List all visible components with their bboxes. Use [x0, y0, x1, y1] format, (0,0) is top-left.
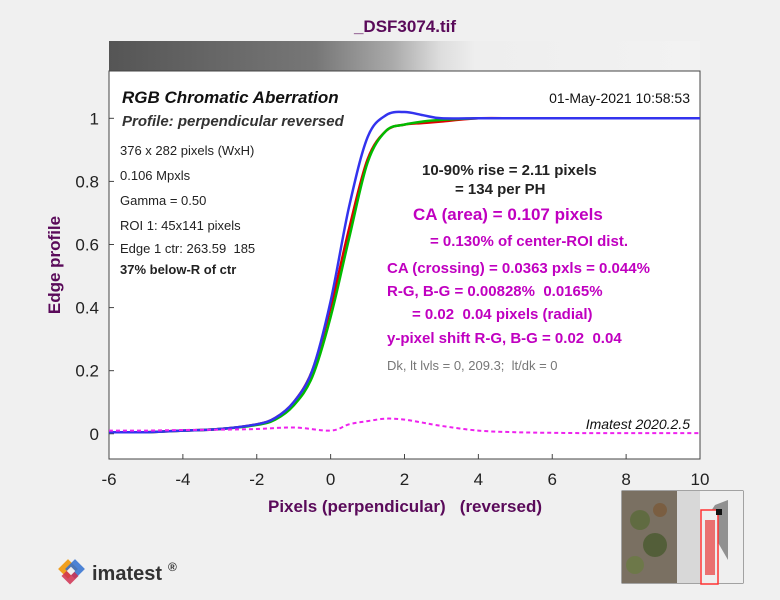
roi-thumbnail	[621, 490, 744, 585]
x-tick-label: 6	[548, 470, 557, 489]
x-tick-label: -2	[249, 470, 264, 489]
blue-channel-line	[108, 110, 700, 434]
x-tick-label: 10	[691, 470, 710, 489]
chart-title: RGB Chromatic Aberration	[122, 88, 339, 107]
ca-crossing: CA (crossing) = 0.0363 pxls = 0.044%	[387, 260, 650, 277]
x-tick-label: 2	[400, 470, 409, 489]
edge-gradient-strip	[109, 41, 700, 71]
y-tick-label: 0.8	[75, 172, 99, 191]
x-tick-label: 8	[621, 470, 630, 489]
imatest-logo-mark-icon	[58, 559, 85, 585]
version-label: Imatest 2020.2.5	[586, 416, 691, 432]
info-dimensions: 376 x 282 pixels (WxH)	[120, 143, 254, 158]
info-mpxls: 0.106 Mpxls	[120, 168, 191, 183]
info-gamma: Gamma = 0.50	[120, 193, 206, 208]
axis-ticks: -6 -4 -2 0 2 4 6 8 10 0 0.2 0.4 0.6 0.8 1	[75, 109, 709, 489]
series-layer	[108, 110, 700, 435]
y-axis-label: Edge profile	[45, 216, 64, 314]
y-pixel-shift: y-pixel shift R-G, B-G = 0.02 0.04	[387, 330, 622, 347]
info-roi: ROI 1: 45x141 pixels	[120, 218, 241, 233]
dark-light-levels: Dk, lt lvls = 0, 209.3; lt/dk = 0	[387, 358, 558, 373]
y-tick-label: 1	[90, 109, 99, 128]
x-tick-label: -4	[175, 470, 190, 489]
ca-difference-line	[108, 417, 700, 435]
x-tick-label: 4	[474, 470, 483, 489]
registered-mark: ®	[168, 560, 177, 574]
imatest-logo: imatest ®	[58, 559, 177, 585]
ca-center-dist: = 0.130% of center-ROI dist.	[430, 233, 628, 250]
y-tick-label: 0.4	[75, 299, 99, 318]
radial-pixels: = 0.02 0.04 pixels (radial)	[412, 306, 593, 323]
x-tick-label: -6	[101, 470, 116, 489]
x-axis-label: Pixels (perpendicular) (reversed)	[268, 497, 542, 516]
rg-bg: R-G, B-G = 0.00828% 0.0165%	[387, 283, 603, 300]
rise-text: 10-90% rise = 2.11 pixels	[422, 162, 597, 179]
y-tick-label: 0	[90, 425, 99, 444]
plot-area	[108, 70, 701, 460]
y-tick-label: 0.2	[75, 362, 99, 381]
info-position: 37% below-R of ctr	[120, 262, 236, 277]
x-tick-label: 0	[326, 470, 335, 489]
rise-per-ph: = 134 per PH	[455, 181, 545, 198]
chart-subtitle: Profile: perpendicular reversed	[122, 113, 345, 130]
y-tick-label: 0.6	[75, 235, 99, 254]
window-title: _DSF3074.tif	[353, 17, 456, 36]
timestamp: 01-May-2021 10:58:53	[549, 90, 690, 106]
imatest-logo-text: imatest	[92, 563, 162, 585]
info-edge-ctr: Edge 1 ctr: 263.59 185	[120, 241, 255, 256]
ca-area: CA (area) = 0.107 pixels	[413, 205, 603, 224]
